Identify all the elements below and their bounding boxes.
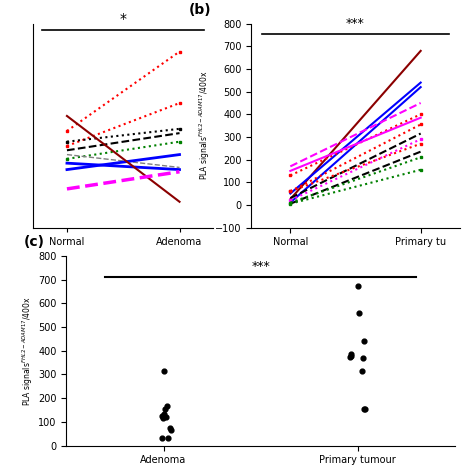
Text: ***: *** <box>251 261 270 273</box>
Point <box>347 352 355 359</box>
Point <box>158 412 166 420</box>
Y-axis label: PLA signals$^{FHL2-ADAM17}$/400x: PLA signals$^{FHL2-ADAM17}$/400x <box>21 296 36 406</box>
Text: (c): (c) <box>24 236 45 249</box>
Point <box>163 403 171 410</box>
Point <box>355 282 362 289</box>
Point <box>160 410 168 418</box>
Point <box>159 414 166 422</box>
Point <box>161 367 168 374</box>
Point <box>359 354 367 362</box>
Point <box>161 405 169 412</box>
Point <box>347 351 355 358</box>
Point <box>158 435 165 442</box>
Point <box>346 353 354 360</box>
Text: (b): (b) <box>189 2 211 17</box>
Point <box>362 405 369 412</box>
Point <box>167 427 174 434</box>
Point <box>164 435 172 442</box>
Point <box>360 405 367 412</box>
Y-axis label: PLA signals$^{FHL2-ADAM17}$/400x: PLA signals$^{FHL2-ADAM17}$/400x <box>198 71 212 181</box>
Point <box>358 367 366 374</box>
Point <box>355 309 363 317</box>
Text: ***: *** <box>346 17 365 30</box>
Text: *: * <box>120 12 127 26</box>
Point <box>162 413 170 421</box>
Point <box>166 424 173 431</box>
Point <box>361 337 368 345</box>
